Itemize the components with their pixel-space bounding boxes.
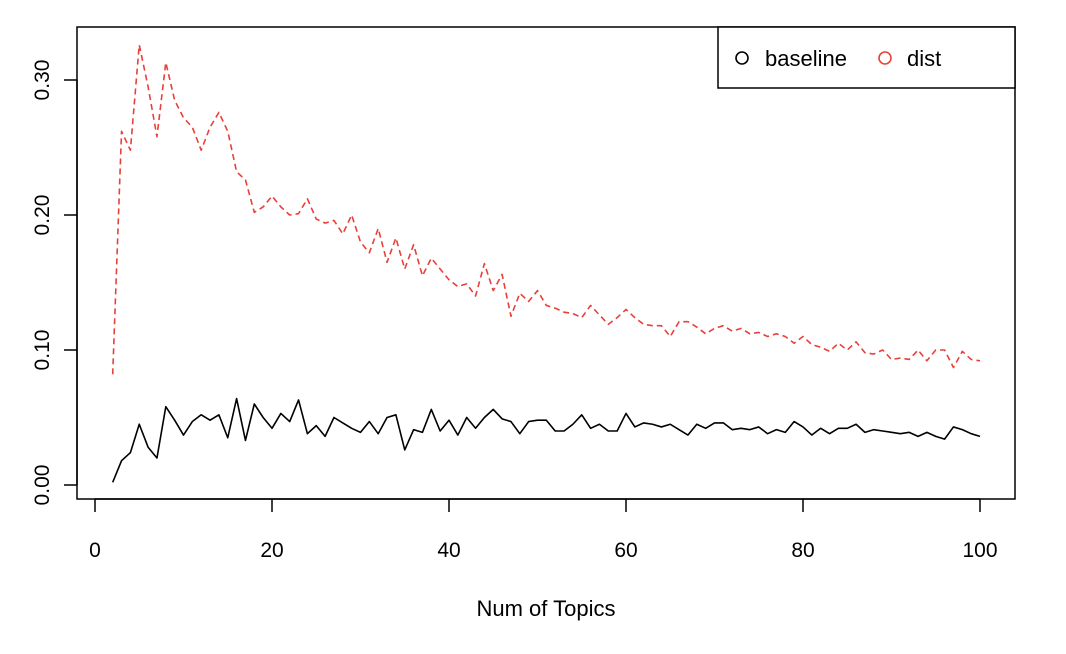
y-axis: 0.00 0.10 0.20 0.30 bbox=[31, 60, 78, 506]
legend-label-dist: dist bbox=[907, 46, 941, 71]
series-line-baseline bbox=[111, 397, 981, 483]
x-tick-label: 20 bbox=[260, 539, 283, 562]
x-tick-label: 80 bbox=[791, 539, 814, 562]
x-tick-label: 100 bbox=[962, 539, 997, 562]
x-axis-title: Num of Topics bbox=[477, 596, 616, 621]
legend-marker-dist bbox=[878, 51, 892, 65]
legend-label-baseline: baseline bbox=[765, 46, 847, 71]
y-tick-label: 0.10 bbox=[31, 330, 54, 371]
x-tick-label: 60 bbox=[614, 539, 637, 562]
legend: baseline dist bbox=[717, 26, 1016, 89]
legend-box bbox=[717, 26, 1016, 89]
y-tick-label: 0.20 bbox=[31, 195, 54, 236]
series-line-dist bbox=[111, 44, 981, 375]
legend-marker-baseline bbox=[735, 51, 749, 65]
plot-frame bbox=[76, 26, 1016, 500]
x-axis: 0 20 40 60 80 100 bbox=[89, 498, 998, 562]
y-tick-label: 0.00 bbox=[31, 465, 54, 506]
series-layer bbox=[111, 44, 981, 483]
x-tick-label: 40 bbox=[437, 539, 460, 562]
y-tick-label: 0.30 bbox=[31, 60, 54, 101]
x-tick-label: 0 bbox=[89, 539, 101, 562]
